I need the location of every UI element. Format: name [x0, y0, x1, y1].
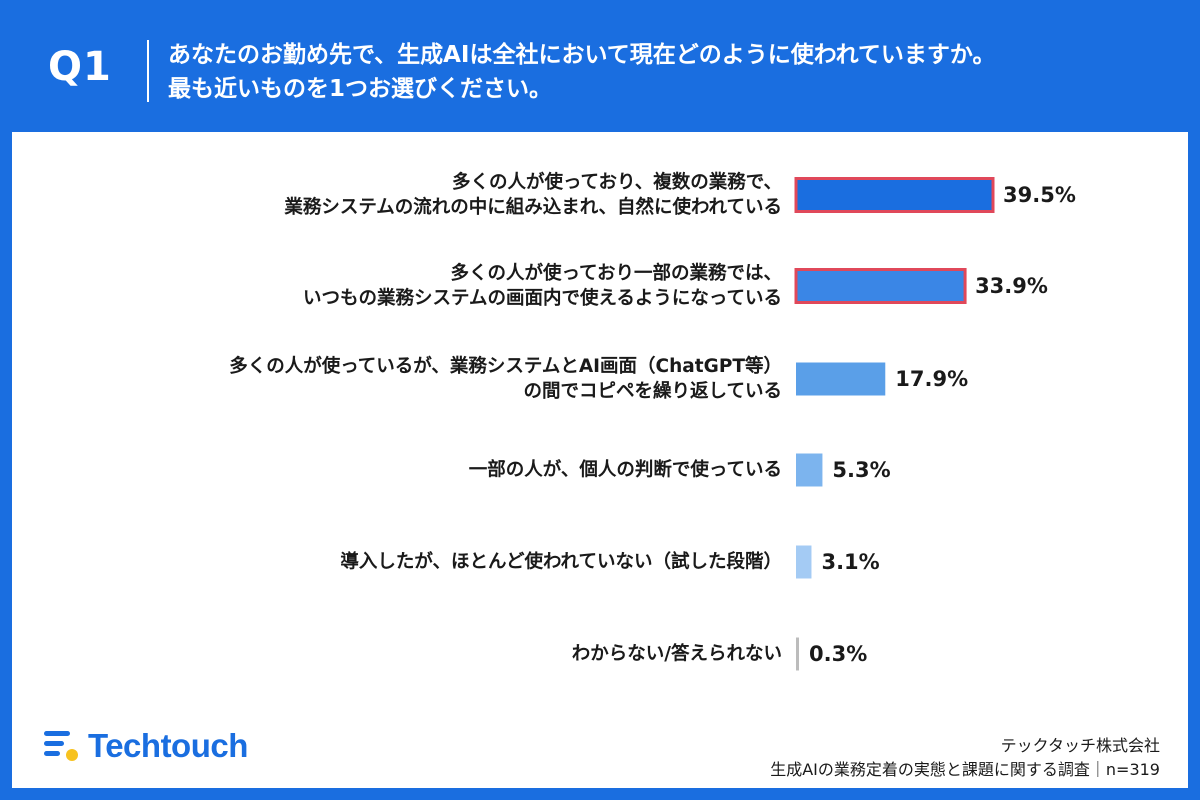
bar	[796, 453, 823, 487]
category-label: 一部の人が、個人の判断で使っている	[469, 459, 782, 481]
category-label: わからない/答えられない	[572, 643, 782, 665]
survey-note: 生成AIの業務定着の実態と課題に関する調査｜n=319	[770, 760, 1160, 779]
bar	[794, 268, 967, 304]
value-label: 5.3%	[832, 458, 890, 482]
category-label: 多くの人が使っているが、業務システムとAI画面（ChatGPT等）	[229, 355, 782, 377]
category-label: 導入したが、ほとんど使われていない（試した段階）	[340, 551, 782, 573]
bar	[796, 362, 886, 396]
value-label: 33.9%	[975, 274, 1048, 298]
bar	[796, 545, 812, 579]
question-header: Q1 あなたのお勤め先で、生成AIは全社において現在どのように使われていますか。…	[0, 0, 1200, 132]
techtouch-mark-icon	[44, 731, 78, 761]
brand-name: Techtouch	[88, 727, 248, 764]
bar	[794, 177, 995, 213]
category-label: 業務システムの流れの中に組み込まれ、自然に使われている	[283, 196, 782, 218]
question-line-2: 最も近いものを1つお選びください。	[168, 76, 553, 102]
bar-chart: 多くの人が使っており、複数の業務で、業務システムの流れの中に組み込まれ、自然に使…	[229, 171, 1076, 671]
value-label: 17.9%	[895, 367, 968, 391]
category-label: 多くの人が使っており一部の業務では、	[450, 262, 782, 284]
value-label: 3.1%	[821, 550, 879, 574]
chart-card: 多くの人が使っており、複数の業務で、業務システムの流れの中に組み込まれ、自然に使…	[12, 132, 1188, 788]
question-number: Q1	[48, 44, 112, 90]
company-name: テックタッチ株式会社	[1000, 736, 1160, 755]
category-label: 多くの人が使っており、複数の業務で、	[452, 171, 782, 193]
question-line-1: あなたのお勤め先で、生成AIは全社において現在どのように使われていますか。	[168, 42, 996, 68]
category-label: の間でコピペを繰り返している	[524, 380, 782, 402]
techtouch-logo: Techtouch	[42, 724, 248, 768]
value-label: 0.3%	[809, 642, 867, 666]
value-label: 39.5%	[1003, 183, 1076, 207]
category-label: いつもの業務システムの画面内で使えるようになっている	[303, 287, 782, 309]
header-divider	[147, 40, 149, 102]
bar	[796, 637, 799, 671]
source-credit: テックタッチ株式会社 生成AIの業務定着の実態と課題に関する調査｜n=319	[770, 734, 1160, 782]
question-text: あなたのお勤め先で、生成AIは全社において現在どのように使われていますか。 最も…	[168, 38, 995, 106]
